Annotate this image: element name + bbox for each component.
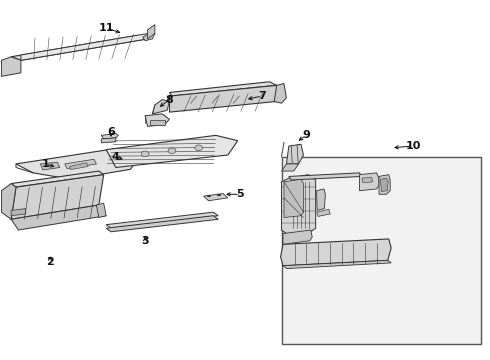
Polygon shape (281, 239, 391, 266)
Polygon shape (317, 209, 330, 216)
Polygon shape (283, 230, 312, 244)
Polygon shape (284, 179, 303, 217)
Polygon shape (203, 194, 228, 201)
Polygon shape (152, 100, 170, 114)
Polygon shape (287, 144, 303, 164)
Polygon shape (101, 134, 118, 139)
Polygon shape (21, 33, 147, 60)
Polygon shape (106, 135, 238, 167)
Text: 3: 3 (141, 236, 149, 246)
Polygon shape (289, 173, 362, 180)
Text: 7: 7 (258, 91, 266, 101)
Polygon shape (145, 114, 170, 126)
Polygon shape (70, 163, 88, 170)
Polygon shape (379, 175, 390, 194)
Polygon shape (170, 85, 277, 112)
Polygon shape (11, 35, 147, 60)
Polygon shape (380, 178, 388, 192)
Polygon shape (282, 175, 316, 235)
Polygon shape (97, 203, 106, 217)
Polygon shape (106, 212, 218, 228)
Text: 2: 2 (46, 257, 54, 267)
Circle shape (168, 148, 176, 154)
Text: 6: 6 (107, 127, 115, 137)
Polygon shape (101, 138, 116, 143)
Polygon shape (1, 184, 16, 219)
Polygon shape (65, 159, 97, 168)
Polygon shape (16, 150, 140, 178)
Polygon shape (360, 173, 379, 191)
Polygon shape (11, 205, 106, 230)
Text: 10: 10 (405, 141, 421, 151)
Circle shape (141, 151, 149, 157)
Text: 9: 9 (302, 130, 310, 140)
Polygon shape (143, 32, 155, 41)
Polygon shape (11, 175, 104, 219)
Circle shape (195, 145, 202, 151)
Text: 5: 5 (236, 189, 244, 199)
Polygon shape (1, 57, 21, 76)
Text: 4: 4 (112, 152, 120, 162)
Text: 1: 1 (41, 159, 49, 169)
Bar (282, 157, 481, 344)
Polygon shape (11, 208, 26, 216)
Polygon shape (282, 164, 298, 171)
Polygon shape (11, 171, 104, 187)
Polygon shape (147, 24, 155, 39)
Polygon shape (274, 84, 287, 103)
Text: 8: 8 (166, 95, 173, 105)
Polygon shape (283, 260, 391, 269)
Text: 11: 11 (98, 23, 114, 33)
Polygon shape (317, 189, 325, 210)
Polygon shape (40, 162, 60, 170)
Polygon shape (106, 216, 218, 232)
Polygon shape (170, 82, 277, 96)
Polygon shape (150, 120, 165, 125)
Polygon shape (362, 177, 373, 183)
